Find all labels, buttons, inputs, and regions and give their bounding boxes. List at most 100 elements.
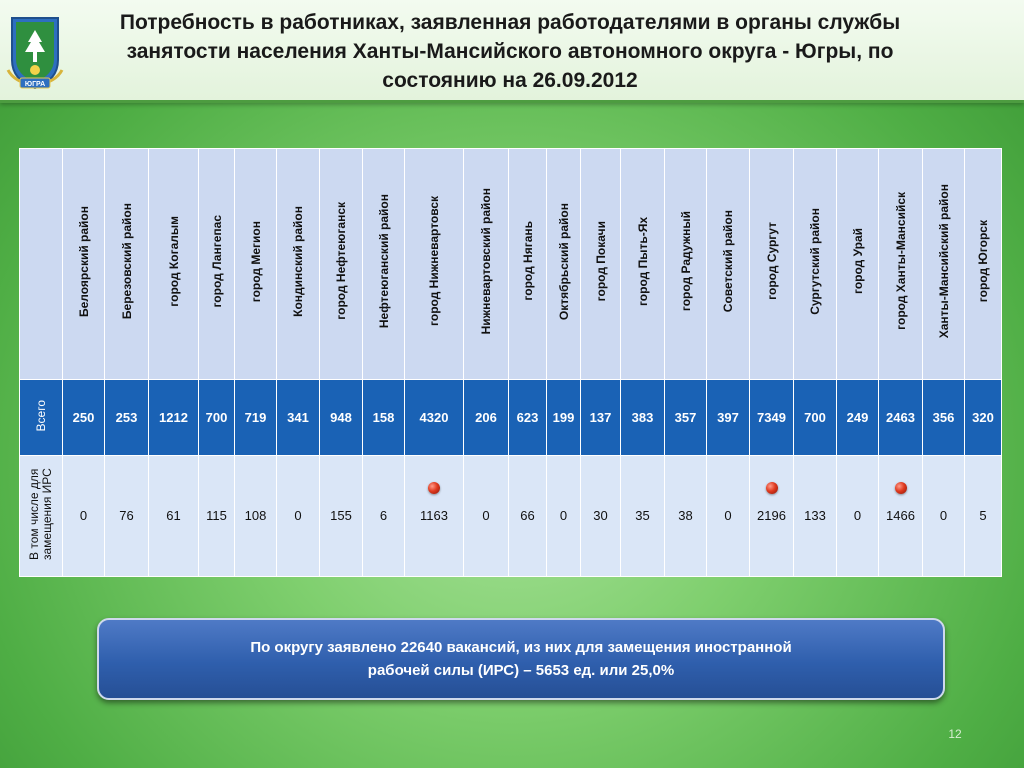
cell-total: 320 — [964, 378, 1002, 456]
column-header: Нижневартовский район — [463, 148, 509, 380]
cell-total: 357 — [664, 378, 707, 456]
vacancy-table: Белоярский район Березовский район город К… — [19, 148, 1002, 578]
cell-irs: 0 — [922, 454, 965, 578]
cell-irs: 0 — [276, 454, 320, 578]
cell-irs: 76 — [104, 454, 149, 578]
column-header: город Ханты-Мансийск — [878, 148, 923, 380]
column-header: город Покачи — [580, 148, 621, 380]
column-header: Кондинский район — [276, 148, 320, 380]
row-label-irs: В том числе для замещения ИРС — [19, 454, 63, 578]
cell-irs-value: 0 — [853, 508, 862, 524]
title-line-3: состоянию на 26.09.2012 — [382, 69, 638, 92]
header-bar: ЮГРА Потребность в работниках, заявленна… — [0, 0, 1024, 103]
cell-irs: 0 — [62, 454, 105, 578]
column-header-label: Белоярский район — [76, 205, 91, 317]
column-header-label: Нижневартовский район — [479, 188, 493, 335]
column-header-label: Березовский район — [119, 203, 134, 320]
cell-total: 397 — [706, 378, 750, 456]
column-header-label: Кондинский район — [291, 205, 305, 317]
cell-irs: 0 — [463, 454, 509, 578]
emblem-text: ЮГРА — [25, 81, 45, 88]
row-label-total: Всего — [19, 378, 63, 456]
cell-irs: 6 — [362, 454, 405, 578]
column-header: Ханты-Мансийский район — [922, 148, 965, 380]
cell-irs-value: 0 — [482, 508, 490, 524]
column-header-label: Октябрьский район — [556, 202, 571, 320]
column-header: Советский район — [706, 148, 750, 380]
cell-irs: 2196 — [749, 454, 794, 578]
column-header-label: город Мегион — [248, 220, 263, 302]
emblem-icon: ЮГРА — [6, 17, 64, 90]
cell-irs: 66 — [508, 454, 547, 578]
column-header: город Югорск — [964, 148, 1002, 380]
column-header: город Урай — [836, 148, 879, 380]
column-header: город Пыть-Ях — [620, 148, 665, 380]
column-header-label: город Когалым — [166, 215, 181, 307]
column-header: Сургутский район — [793, 148, 837, 380]
header-corner — [19, 148, 63, 380]
column-header-label: город Нижневартовск — [427, 196, 441, 327]
cell-total: 719 — [234, 378, 277, 456]
cell-total: 7349 — [749, 378, 794, 456]
table-row-total: Всего 250 253 1212 700 719 341 948 158 4320 206 62… — [19, 378, 1002, 456]
summary-line-1: По округу заявлено 22640 вакансий, из ни… — [250, 639, 792, 656]
row-label-text: Всего — [34, 399, 48, 432]
summary-line-2: рабочей силы (ИРС) – 5653 ед. или 25,0% — [367, 662, 675, 679]
cell-irs: 0 — [706, 454, 750, 578]
cell-total: 137 — [580, 378, 621, 456]
cell-irs: 0 — [546, 454, 581, 578]
summary-box: По округу заявлено 22640 вакансий, из ни… — [97, 618, 945, 700]
cell-total: 700 — [793, 378, 837, 456]
red-dot-icon — [428, 481, 440, 494]
column-header-label: город Лангепас — [209, 215, 224, 308]
cell-irs-value: 2196 — [757, 508, 786, 524]
cell-irs-value: 38 — [678, 508, 693, 524]
table-header-row: Белоярский район Березовский район город К… — [19, 148, 1002, 380]
cell-irs: 133 — [793, 454, 837, 578]
column-header-label: Ханты-Мансийский район — [936, 184, 951, 339]
cell-irs-value: 76 — [119, 508, 134, 524]
cell-irs-value: 1466 — [886, 508, 915, 524]
cell-total: 158 — [362, 378, 405, 456]
cell-irs-value: 108 — [244, 508, 267, 524]
page-title: Потребность в работниках, заявленная раб… — [80, 8, 940, 95]
column-header-label: Нефтеюганский район — [376, 194, 391, 329]
cell-irs-value: 61 — [166, 508, 181, 524]
column-header: Октябрьский район — [546, 148, 581, 380]
cell-total: 623 — [508, 378, 547, 456]
cell-irs-value: 0 — [79, 508, 88, 524]
cell-irs: 0 — [836, 454, 879, 578]
cell-total: 383 — [620, 378, 665, 456]
column-header-label: город Урай — [850, 228, 865, 295]
cell-irs-value: 66 — [520, 508, 535, 524]
column-header: Белоярский район — [62, 148, 105, 380]
column-header: город Когалым — [148, 148, 199, 380]
cell-total: 1212 — [148, 378, 199, 456]
cell-irs-value: 35 — [635, 508, 650, 524]
column-header-label: город Пыть-Ях — [635, 216, 650, 306]
table-row-irs: В том числе для замещения ИРС 0 76 61 115 10… — [19, 454, 1002, 578]
column-header-label: город Нефтеюганск — [334, 202, 348, 321]
column-header: город Нижневартовск — [404, 148, 464, 380]
cell-irs-value: 155 — [330, 508, 352, 524]
column-header-label: город Покачи — [593, 221, 608, 302]
column-header-label: Сургутский район — [808, 207, 822, 315]
cell-irs: 30 — [580, 454, 621, 578]
column-header: город Радужный — [664, 148, 707, 380]
cell-total: 253 — [104, 378, 149, 456]
cell-irs: 155 — [319, 454, 363, 578]
red-dot-icon — [765, 481, 778, 494]
cell-irs: 38 — [664, 454, 707, 578]
cell-total: 2463 — [878, 378, 923, 456]
cell-total: 199 — [546, 378, 581, 456]
cell-total: 341 — [276, 378, 320, 456]
red-dot-icon — [894, 481, 907, 494]
column-header: город Нягань — [508, 148, 547, 380]
column-header: город Сургут — [749, 148, 794, 380]
cell-total: 948 — [319, 378, 363, 456]
page-number: 12 — [948, 727, 962, 741]
column-header-label: город Сургут — [764, 222, 779, 301]
cell-irs-value: 6 — [379, 508, 388, 524]
cell-total: 250 — [62, 378, 105, 456]
column-header-label: Советский район — [721, 210, 735, 313]
